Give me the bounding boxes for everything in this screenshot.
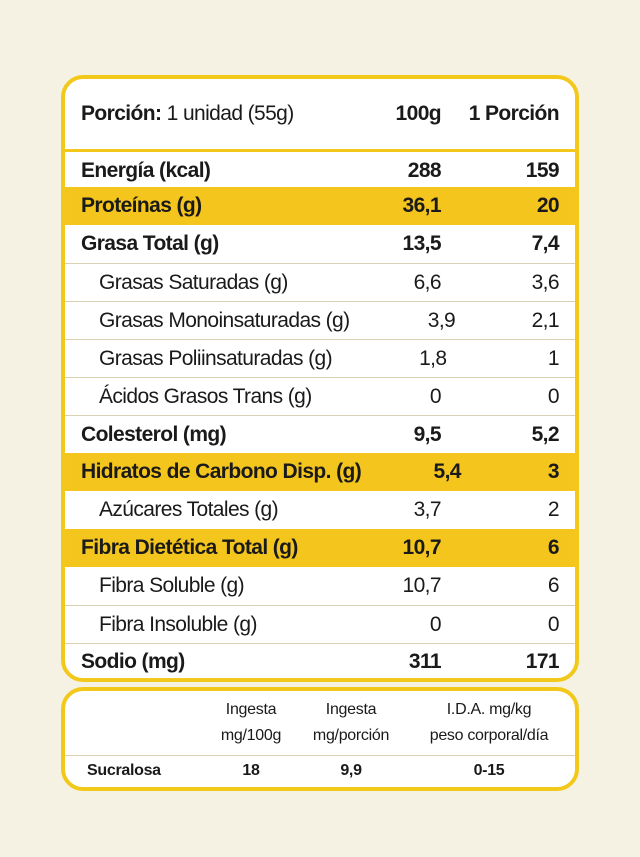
sweetener-intake-portion: 9,9 <box>340 762 362 779</box>
nutrient-label: Energía (kcal) <box>81 159 211 182</box>
value-portion: 0 <box>547 385 560 408</box>
value-100g: 36,1 <box>402 194 442 217</box>
sweetener-row: Sucralosa 18 9,9 0-15 <box>65 755 575 786</box>
nutrient-label: Grasas Monoinsaturadas (g) <box>99 309 350 332</box>
table-row: Grasas Poliinsaturadas (g) 1,8 1 <box>65 339 575 378</box>
header-intake-100g: Ingesta mg/100g <box>203 697 299 749</box>
value-100g: 10,7 <box>402 536 442 559</box>
value-100g: 3,7 <box>413 498 442 521</box>
nutrient-label: Sodio (mg) <box>81 649 185 673</box>
nutrient-label: Fibra Soluble (g) <box>99 574 245 597</box>
value-portion: 3,6 <box>531 271 560 294</box>
header-ida: I.D.A. mg/kg peso corporal/día <box>403 697 575 749</box>
table-row: Fibra Soluble (g) 10,7 6 <box>65 567 575 605</box>
header-line: I.D.A. mg/kg <box>446 701 532 718</box>
table-header-row: Porción: 1 unidad (55g) 100g 1 Porción <box>65 79 575 149</box>
value-portion: 3 <box>547 460 560 483</box>
value-portion: 7,4 <box>531 232 560 255</box>
value-portion: 6 <box>547 536 560 559</box>
nutrient-label: Grasa Total (g) <box>81 232 219 255</box>
portion-label-title: Porción: <box>81 102 162 125</box>
portion-size: 1 unidad (55g) <box>166 102 295 125</box>
table-row: Colesterol (mg) 9,5 5,2 <box>65 415 575 454</box>
nutrient-label: Colesterol (mg) <box>81 423 227 446</box>
header-line: mg/porción <box>312 727 390 744</box>
value-portion: 6 <box>547 574 560 597</box>
nutrition-facts-table: Porción: 1 unidad (55g) 100g 1 Porción E… <box>61 75 579 682</box>
value-portion: 171 <box>525 649 560 673</box>
value-100g: 0 <box>429 385 442 408</box>
value-100g: 3,9 <box>427 309 456 332</box>
table-row: Grasas Saturadas (g) 6,6 3,6 <box>65 263 575 302</box>
sweetener-name: Sucralosa <box>87 762 161 779</box>
table-row: Fibra Insoluble (g) 0 0 <box>65 605 575 644</box>
value-100g: 311 <box>408 649 442 673</box>
nutrient-label: Hidratos de Carbono Disp. (g) <box>81 460 362 483</box>
value-portion: 2 <box>547 498 560 521</box>
table-row: Ácidos Grasos Trans (g) 0 0 <box>65 377 575 416</box>
sweetener-header-row: Ingesta mg/100g Ingesta mg/porción I.D.A… <box>65 695 575 751</box>
value-100g: 288 <box>407 159 442 182</box>
column-header-100g: 100g <box>395 102 442 125</box>
table-row: Fibra Dietética Total (g) 10,7 6 <box>65 529 575 567</box>
value-portion: 0 <box>547 613 560 636</box>
header-line: Ingesta <box>225 701 277 718</box>
table-row: Energía (kcal) 288 159 <box>65 149 575 190</box>
value-portion: 5,2 <box>531 423 560 446</box>
value-portion: 20 <box>536 194 560 217</box>
value-100g: 0 <box>429 613 442 636</box>
nutrient-label: Grasas Saturadas (g) <box>99 271 288 294</box>
value-portion: 2,1 <box>531 309 560 332</box>
header-line: peso corporal/día <box>429 727 549 744</box>
header-intake-portion: Ingesta mg/porción <box>299 697 403 749</box>
table-row: Grasas Monoinsaturadas (g) 3,9 2,1 <box>65 301 575 340</box>
value-portion: 159 <box>525 159 560 182</box>
value-100g: 9,5 <box>413 423 442 446</box>
table-row: Azúcares Totales (g) 3,7 2 <box>65 491 575 529</box>
table-row: Proteínas (g) 36,1 20 <box>65 187 575 225</box>
table-row: Hidratos de Carbono Disp. (g) 5,4 3 <box>65 453 575 491</box>
portion-label: Porción: 1 unidad (55g) <box>65 102 321 126</box>
nutrient-label: Fibra Insoluble (g) <box>99 613 257 636</box>
sweetener-table: Ingesta mg/100g Ingesta mg/porción I.D.A… <box>61 687 579 791</box>
nutrient-label: Fibra Dietética Total (g) <box>81 536 298 559</box>
value-100g: 1,8 <box>419 347 447 370</box>
nutrient-label: Grasas Poliinsaturadas (g) <box>99 347 333 370</box>
value-100g: 13,5 <box>402 232 442 255</box>
nutrient-label: Azúcares Totales (g) <box>99 498 279 521</box>
column-header-portion: 1 Porción <box>468 102 560 125</box>
value-100g: 10,7 <box>402 574 442 597</box>
sweetener-ida: 0-15 <box>473 762 505 779</box>
sweetener-intake-100g: 18 <box>242 762 260 779</box>
nutrient-label: Ácidos Grasos Trans (g) <box>99 385 312 408</box>
table-row: Sodio (mg) 311 171 <box>65 643 575 678</box>
value-100g: 6,6 <box>413 271 442 294</box>
header-line: mg/100g <box>220 727 282 744</box>
value-portion: 1 <box>547 347 560 370</box>
value-100g: 5,4 <box>433 460 461 483</box>
nutrient-label: Proteínas (g) <box>81 194 202 217</box>
header-line: Ingesta <box>325 701 377 718</box>
table-row: Grasa Total (g) 13,5 7,4 <box>65 225 575 263</box>
